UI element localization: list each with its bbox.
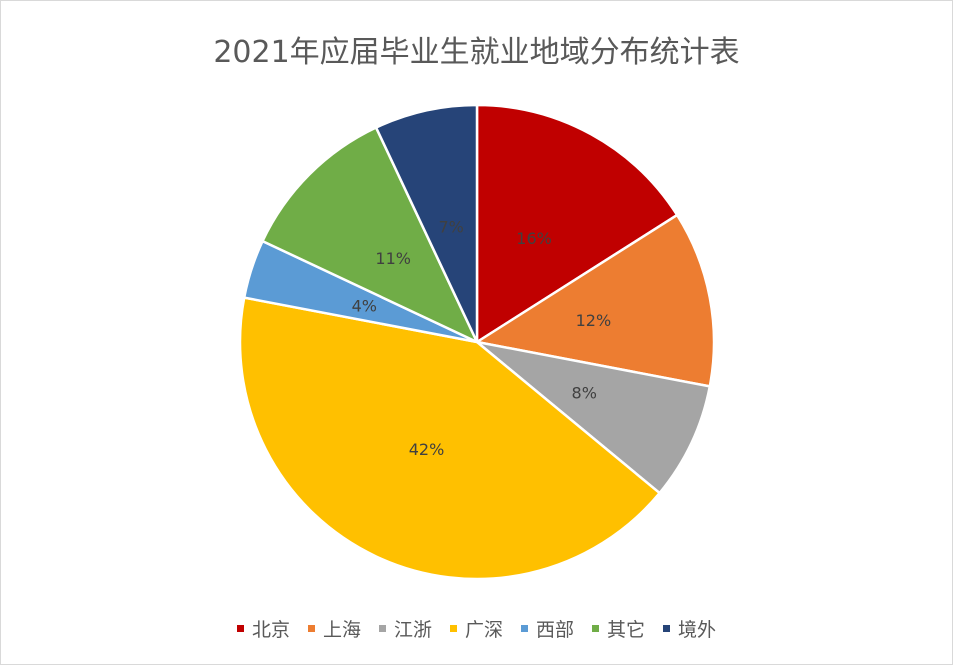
legend-swatch — [663, 625, 671, 632]
legend-item: 境外 — [663, 615, 716, 642]
legend-item: 上海 — [307, 615, 361, 642]
legend-label: 其它 — [607, 619, 646, 641]
pie-slice-江浙 — [476, 340, 712, 495]
pie-slice-其它 — [260, 125, 480, 345]
legend-swatch — [307, 625, 315, 632]
legend-item: 江浙 — [378, 615, 432, 642]
data-label: 8% — [572, 383, 597, 402]
chart-title: 2021年应届毕业生就业地域分布统计表 — [213, 35, 740, 70]
data-label: 11% — [375, 249, 411, 268]
legend-label: 境外 — [678, 619, 717, 641]
pie-slice-境外 — [374, 103, 479, 343]
pie-slice-上海 — [473, 213, 716, 388]
legend: 北京 上海 江浙 广深 西部 其它 境外 — [1, 615, 952, 642]
legend-item: 广深 — [449, 615, 503, 642]
data-label: 4% — [352, 296, 377, 315]
data-label: 12% — [576, 311, 612, 330]
data-label: 42% — [409, 440, 445, 459]
legend-item: 其它 — [592, 615, 645, 642]
legend-label: 上海 — [322, 619, 361, 641]
data-label: 16% — [516, 229, 552, 248]
legend-label: 广深 — [464, 619, 503, 641]
legend-swatch — [592, 625, 600, 632]
legend-item: 北京 — [236, 615, 290, 642]
legend-swatch — [236, 625, 244, 632]
legend-item: 西部 — [521, 615, 574, 642]
legend-swatch — [378, 625, 386, 632]
legend-label: 江浙 — [393, 619, 432, 641]
legend-label: 西部 — [536, 619, 575, 641]
pie-slice-广深 — [238, 296, 662, 581]
legend-label: 北京 — [251, 619, 290, 641]
legend-swatch — [449, 625, 457, 632]
data-label: 7% — [438, 217, 463, 236]
pie-slice-北京 — [475, 103, 679, 345]
legend-swatch — [521, 625, 528, 632]
